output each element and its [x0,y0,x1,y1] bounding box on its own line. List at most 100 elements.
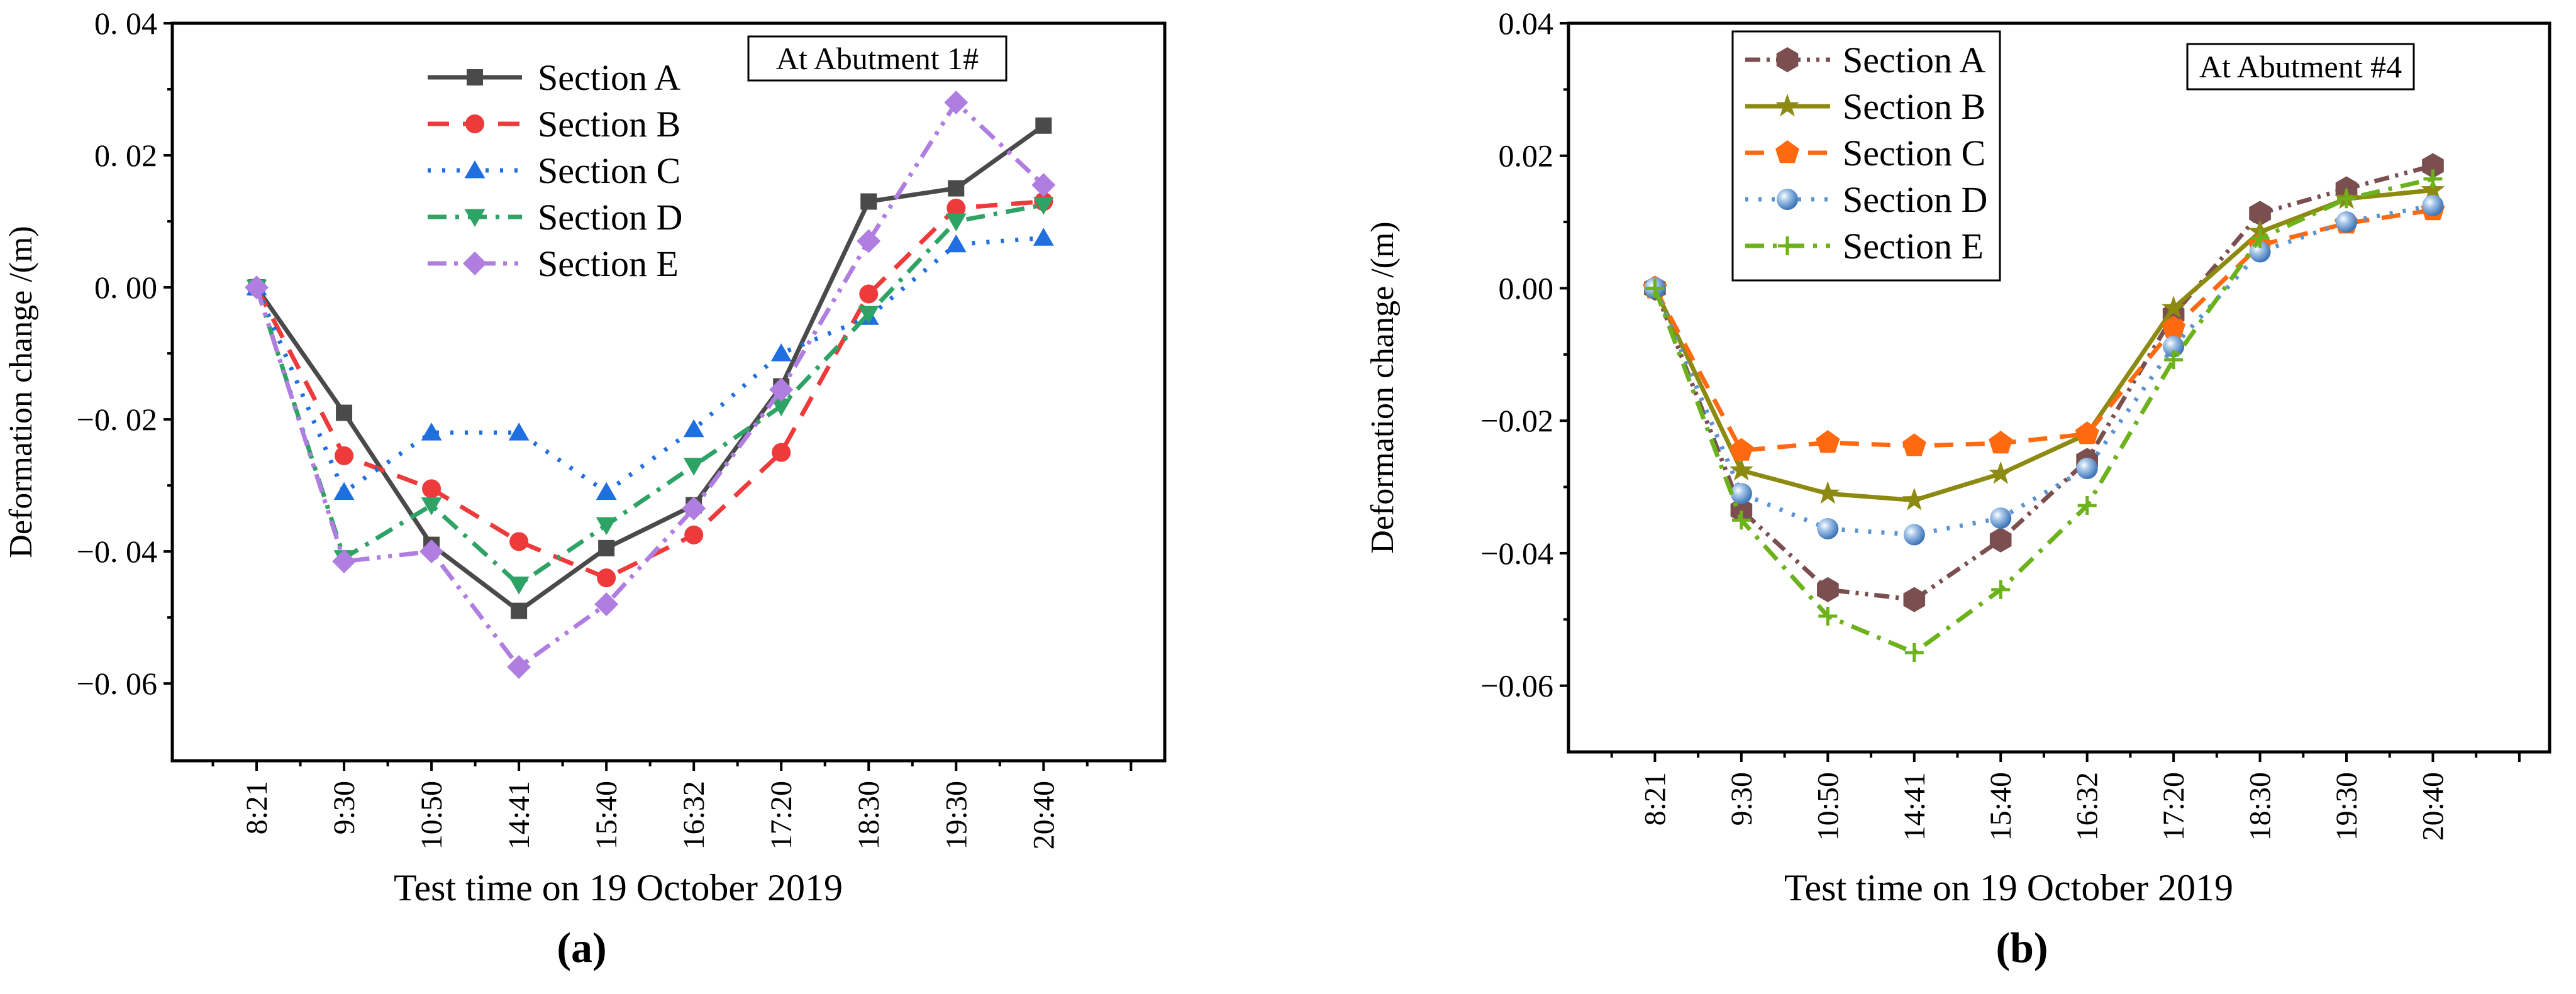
data-point [1035,117,1052,134]
data-point [1730,483,1752,505]
data-point [945,234,967,253]
panel-caption: (b) [1996,924,2048,971]
x-tick-label: 19:30 [2330,772,2363,841]
legend-label: Section E [538,243,679,284]
legend-label: Section B [1843,86,1985,127]
annotation-box [2186,43,2415,91]
data-point [594,592,619,617]
data-point [598,539,615,556]
data-point [2249,201,2271,226]
y-tick-label: 0.02 [1499,138,1554,174]
data-point [2422,194,2444,216]
data-point [596,517,617,536]
legend-marker [467,69,483,86]
series-line [254,235,1044,495]
data-point [2163,336,2185,358]
data-point [858,306,879,324]
legend-label: Section C [1843,133,1985,174]
data-point [419,539,444,564]
legend-marker [1775,94,1799,117]
y-tick-label: 0.00 [1499,270,1554,306]
data-point [1990,507,2012,529]
legend-marker [463,251,487,275]
data-point [1904,643,1924,662]
annotation-label: At Abutment 1# [776,41,979,76]
series-line [255,123,1045,614]
data-point [1989,461,2013,484]
data-point [509,532,529,551]
data-point [1903,587,1926,612]
data-point [1729,438,1753,461]
data-point [769,377,794,402]
y-tick-label: −0.04 [1480,536,1553,571]
data-point [2336,211,2358,233]
y-tick-label: −0. 04 [77,534,157,569]
y-tick-label: −0. 06 [77,666,157,701]
y-tick-label: 0. 02 [94,138,157,173]
data-point [1731,511,1751,530]
series-line [1653,203,2434,537]
series-section-e [1645,169,2443,662]
data-point [1645,279,1665,298]
series-section-d [1644,194,2444,546]
data-point [2075,421,2099,445]
chart-a: 0. 04 0. 02 0. 00 −0. 02 −0. 04 −0. 06 8:21 9:3… [3,6,1167,971]
y-tick-label: 0.04 [1499,6,1554,41]
legend-label: Section E [1843,226,1984,267]
data-point [2422,153,2444,179]
x-tick-label: 8:21 [240,781,274,834]
series-line [1653,188,2433,503]
legend-label: Section D [1843,179,1987,220]
data-point [1989,527,2012,553]
data-point [1817,517,1839,539]
data-point [2077,496,2097,516]
series-line [254,202,1044,587]
x-tick-label: 9:30 [328,781,361,834]
data-point [332,549,357,573]
data-point [596,482,617,500]
data-point [772,443,791,462]
data-point [860,193,877,210]
legend-marker [464,160,486,179]
plot-frame [170,21,1167,763]
series-section-e [245,91,1056,679]
data-point [2337,189,2356,209]
annotation-box [747,35,1008,82]
x-tick-label: 17:20 [765,781,798,849]
x-axis-label: Test time on 19 October 2019 [1784,867,2233,908]
data-point [1031,173,1056,197]
data-point [2423,169,2443,189]
legend-label: Section B [538,104,680,145]
legend-label: Section A [1843,40,1985,80]
y-axis-label: Deformation change /(m) [1365,221,1401,553]
y-tick-label: 0. 04 [94,6,157,41]
data-point [683,458,704,476]
data-point [857,229,881,253]
y-tick-label: −0.06 [1480,668,1553,704]
data-point [511,602,528,619]
data-point [508,422,530,441]
legend-marker [464,209,486,227]
panel-caption: (a) [557,924,606,971]
data-point [948,180,965,197]
legend-label: Section C [538,150,680,191]
annotation-label: At Abutment #4 [2199,49,2402,84]
x-tick-label: 20:40 [1027,781,1060,849]
y-tick-label: −0.02 [1480,403,1553,438]
data-point [422,479,441,499]
data-point [859,284,879,304]
data-point [1903,524,1925,546]
data-point [507,654,531,679]
legend-label: Section D [538,197,682,238]
data-point [770,343,792,362]
chart-b: 0.04 0.02 0.00 −0.02 −0.04 −0.06 8:21 9:30 10:50… [1365,6,2551,971]
data-point [1818,607,1838,626]
legend-marker [1775,140,1799,163]
data-point [1816,430,1840,453]
data-point [2076,458,2098,480]
legend-label: Section A [538,57,680,98]
data-point [2421,177,2445,201]
data-point [684,525,704,544]
legend-box [1731,30,2001,282]
x-tick-label: 17:20 [2157,772,2190,841]
